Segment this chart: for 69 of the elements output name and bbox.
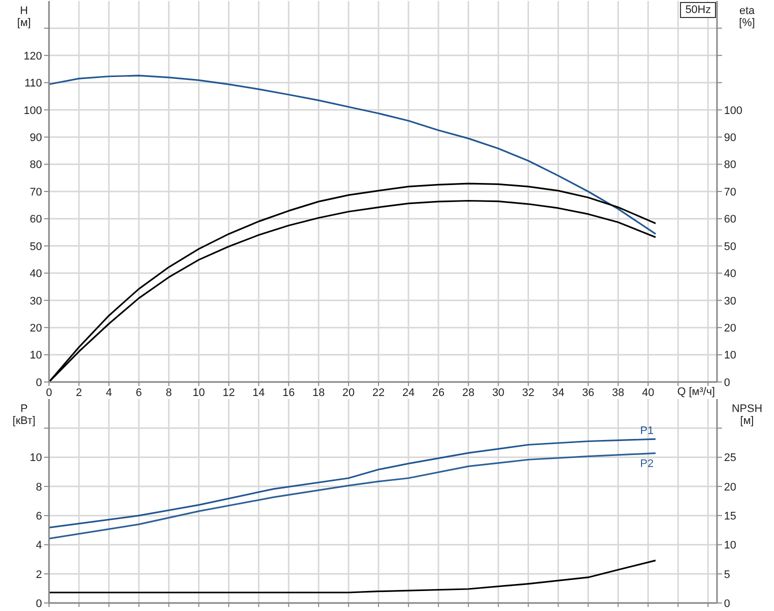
y2-tick-label: 0 <box>724 598 730 610</box>
y-tick-label: 8 <box>36 481 42 494</box>
x-tick-label: 22 <box>372 386 385 399</box>
y2-tick-label: 20 <box>724 322 736 334</box>
y-tick-label: 6 <box>36 510 42 522</box>
x-tick-label: 4 <box>106 386 112 399</box>
y2-tick-label: 40 <box>724 268 736 280</box>
y-tick-label: 60 <box>30 214 42 226</box>
x-tick-label: 10 <box>192 386 205 399</box>
x-tick-label: 24 <box>402 386 415 399</box>
line-series <box>49 74 656 235</box>
y2-tick-label: 90 <box>724 132 736 144</box>
x-tick-label: 8 <box>166 386 172 399</box>
x-tick-label: 20 <box>342 386 355 399</box>
y2-tick-label: 10 <box>724 540 736 552</box>
y2-axis-title: NPSH [м] <box>732 403 762 427</box>
x-tick-label: 14 <box>252 386 265 399</box>
y-tick-label: 100 <box>24 104 42 117</box>
y2-tick-label: 0 <box>724 376 730 389</box>
y-tick-label: 10 <box>30 350 42 362</box>
y-tick-label: 50 <box>30 240 42 253</box>
x-tick-label: 12 <box>222 386 235 399</box>
series-label: P1 <box>640 425 654 438</box>
x-axis-title: Q [м³/ч] <box>677 386 715 398</box>
line-series <box>49 438 656 528</box>
x-tick-label: 18 <box>312 386 325 399</box>
y-tick-label: 40 <box>30 268 42 280</box>
y-tick-label: 30 <box>30 295 42 308</box>
y2-axis-title: eta [%] <box>739 5 756 29</box>
y-tick-label: 110 <box>24 78 42 90</box>
y-tick-label: 0 <box>36 376 42 389</box>
y-tick-label: 120 <box>24 50 42 62</box>
x-tick-label: 36 <box>582 386 594 399</box>
y-tick-label: 2 <box>36 568 42 581</box>
y2-tick-label: 30 <box>724 295 736 308</box>
x-tick-label: 6 <box>136 386 142 399</box>
line-series <box>49 452 656 540</box>
x-tick-label: 0 <box>46 386 52 399</box>
y2-tick-label: 50 <box>724 240 736 253</box>
y-tick-label: 4 <box>36 540 42 552</box>
series-label: P2 <box>640 458 654 470</box>
y2-tick-label: 10 <box>724 350 736 362</box>
x-tick-label: 32 <box>522 386 534 399</box>
y-tick-label: 70 <box>30 186 42 198</box>
y2-tick-label: 25 <box>724 452 736 464</box>
y-axis-title: H [м] <box>17 5 31 29</box>
x-tick-label: 28 <box>462 386 474 399</box>
line-series <box>49 560 656 594</box>
x-tick-label: 38 <box>612 386 624 399</box>
y2-tick-label: 15 <box>724 510 736 522</box>
x-tick-label: 34 <box>552 386 564 399</box>
y-tick-label: 0 <box>36 598 42 610</box>
y2-tick-label: 80 <box>724 159 736 172</box>
x-tick-label: 30 <box>492 386 504 399</box>
y2-tick-label: 5 <box>724 568 730 581</box>
y-tick-label: 10 <box>30 452 42 464</box>
y2-tick-label: 70 <box>724 186 736 198</box>
x-tick-label: 2 <box>76 386 82 399</box>
x-tick-label: 16 <box>282 386 295 399</box>
y-tick-label: 20 <box>30 322 42 334</box>
y2-tick-label: 60 <box>724 214 736 226</box>
x-tick-label: 26 <box>432 386 445 399</box>
x-tick-label: 40 <box>642 386 654 399</box>
y-axis-title: P [кВт] <box>12 403 36 427</box>
annotation: 50Hz <box>680 2 716 18</box>
y2-tick-label: 20 <box>724 481 736 494</box>
y2-tick-label: 100 <box>724 104 742 117</box>
y-tick-label: 90 <box>30 132 42 144</box>
y-tick-label: 80 <box>30 159 42 172</box>
